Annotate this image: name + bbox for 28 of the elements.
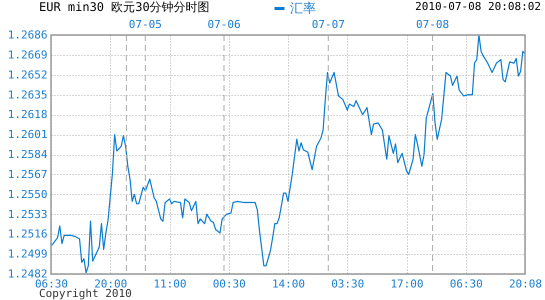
legend-label: 汇率 [290, 0, 316, 16]
line-series [50, 34, 526, 274]
y-tick-label: 1.2686 [8, 28, 48, 42]
y-tick-label: 1.2499 [8, 248, 48, 261]
y-tick-label: 1.2533 [8, 208, 48, 221]
x-tick-label: 00:30 [212, 278, 246, 290]
chart-subtitle: 2010-07-08 20:08:02 [415, 0, 541, 13]
y-tick-label: 1.2482 [8, 268, 48, 280]
y-tick-label: 1.2669 [8, 48, 48, 62]
y-tick-label: 1.2567 [8, 168, 48, 181]
x-tick-label: 06:30 [450, 278, 483, 290]
x-tick-label: 20:08 [508, 278, 542, 290]
x-tick-label: 11:00 [153, 278, 187, 290]
y-tick-label: 1.2652 [8, 68, 48, 82]
y-tick-label: 1.2584 [8, 148, 48, 161]
chart-title: EUR min30 欧元30分钟分时图 [39, 0, 210, 14]
y-tick-label: 1.2516 [8, 228, 48, 241]
text: 07-08 [416, 18, 450, 31]
text: 07-05 [128, 18, 162, 31]
y-tick-label: 1.2618 [8, 108, 48, 122]
text: 07-06 [207, 18, 241, 31]
x-tick-label: 17:00 [390, 278, 424, 290]
y-tick-label: 1.2601 [8, 128, 48, 142]
y-tick-label: 1.2635 [8, 88, 48, 102]
y-tick-label: 1.2550 [8, 188, 48, 201]
text: 07-07 [312, 18, 345, 31]
x-tick-label: 14:00 [272, 278, 306, 290]
x-tick-label: 03:30 [331, 278, 364, 290]
